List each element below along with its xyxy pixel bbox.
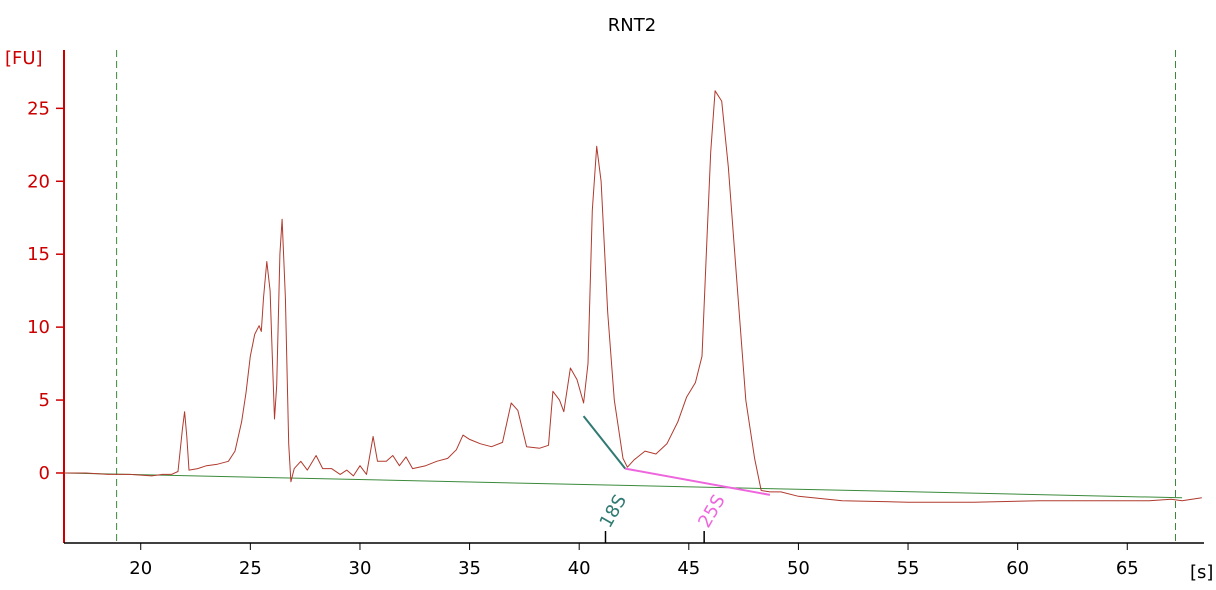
baseline bbox=[63, 472, 1183, 499]
x-tick-label-50: 50 bbox=[787, 558, 810, 579]
x-tick-label-30: 30 bbox=[349, 558, 372, 579]
x-tick-label-60: 60 bbox=[1006, 558, 1029, 579]
x-tick-label-35: 35 bbox=[458, 558, 481, 579]
x-axis-label: [s] bbox=[1190, 562, 1213, 583]
y-tick-label-25: 25 bbox=[27, 98, 50, 119]
marker-segment-25S bbox=[625, 467, 771, 496]
x-tick-label-40: 40 bbox=[568, 558, 591, 579]
y-tick-label-10: 10 bbox=[27, 317, 50, 338]
chart-title: RNT2 bbox=[608, 15, 656, 36]
y-tick-label-15: 15 bbox=[27, 244, 50, 265]
plot-area: 0 5 10 15 20 25 20 25 30 35 40 45 50 55 60 65 18S 25S bbox=[27, 50, 1204, 579]
x-tick-label-65: 65 bbox=[1116, 558, 1139, 579]
marker-label-25S: 25S bbox=[694, 491, 729, 531]
y-tick-label-5: 5 bbox=[39, 390, 50, 411]
x-tick-label-45: 45 bbox=[677, 558, 700, 579]
trace-series-0 bbox=[64, 90, 1202, 503]
y-tick-label-20: 20 bbox=[27, 171, 50, 192]
marker-segment-18S bbox=[582, 415, 627, 470]
x-tick-label-55: 55 bbox=[897, 558, 920, 579]
x-tick-label-20: 20 bbox=[129, 558, 152, 579]
x-tick-label-25: 25 bbox=[239, 558, 262, 579]
y-tick-label-0: 0 bbox=[39, 463, 50, 484]
y-axis-label: [FU] bbox=[5, 48, 43, 69]
marker-label-18S: 18S bbox=[596, 491, 631, 531]
